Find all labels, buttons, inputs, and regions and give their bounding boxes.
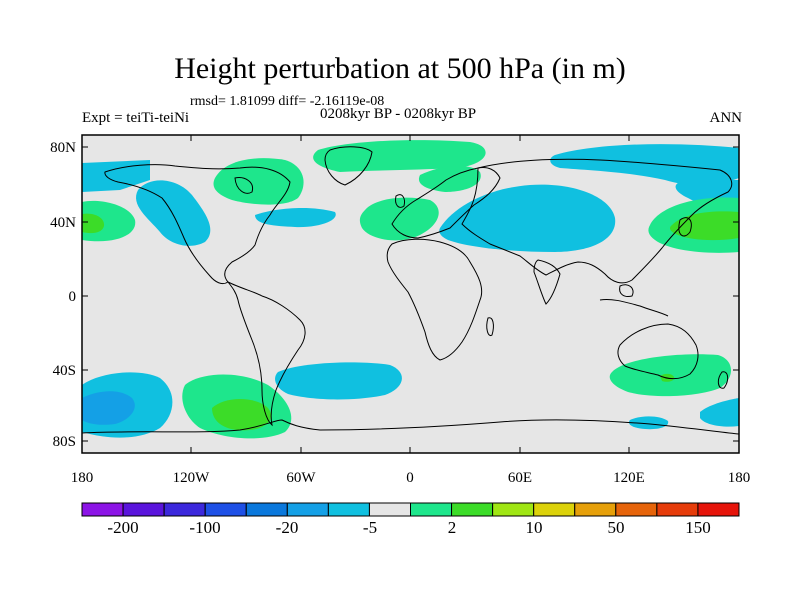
anomaly-region — [213, 158, 304, 205]
coastline-south-america — [227, 281, 306, 427]
colorbar-box — [81, 502, 124, 517]
colorbar-box — [368, 502, 412, 517]
colorbar-box — [451, 502, 494, 517]
y-axis — [82, 146, 739, 442]
x-axis — [190, 135, 630, 453]
anomaly-region — [670, 211, 739, 241]
coastline-indonesia — [599, 299, 669, 317]
coastline-india — [533, 259, 561, 305]
colorbar-box — [533, 502, 576, 517]
anomaly-region — [359, 197, 439, 241]
experiment-label: Expt = teiTi-teiNi — [82, 110, 190, 126]
colorbar-label: 2 — [448, 518, 457, 537]
coastline-australia — [617, 323, 699, 380]
colorbar-label: -5 — [363, 518, 377, 537]
colorbar-box — [697, 502, 740, 517]
colorbar — [81, 502, 740, 517]
map-background — [82, 135, 739, 453]
anomaly-region — [82, 391, 135, 425]
coastline-north-america — [104, 164, 291, 285]
anomaly-region — [628, 416, 669, 430]
anomaly-region — [82, 213, 105, 234]
coastline-europe — [391, 167, 501, 239]
anomaly-fields — [82, 140, 739, 439]
colorbar-box — [492, 502, 535, 517]
x-tick-label: 120W — [173, 470, 211, 486]
x-tick-label: 0 — [406, 470, 414, 486]
anomaly-region — [136, 180, 211, 246]
coastline-antarctica — [82, 419, 739, 435]
x-tick-label: 120E — [613, 470, 645, 486]
colorbar-box — [122, 502, 165, 517]
colorbar-box — [574, 502, 617, 517]
anomaly-region — [439, 184, 616, 252]
rmsd-diff-stats: rmsd= 1.81099 diff= -2.16119e-08 — [190, 94, 385, 109]
coastline-madagascar — [486, 317, 494, 337]
colorbar-label: 150 — [685, 518, 711, 537]
colorbar-box — [245, 502, 288, 517]
map-title: Height perturbation at 500 hPa (in m) — [174, 52, 626, 85]
anomaly-region — [212, 399, 272, 431]
colorbar-box — [327, 502, 370, 517]
colorbar-box — [286, 502, 329, 517]
colorbar-box — [410, 502, 453, 517]
anomaly-region — [550, 144, 739, 185]
colorbar-label: -20 — [276, 518, 299, 537]
colorbar-box — [204, 502, 247, 517]
coastline-japan — [678, 217, 692, 237]
colorbar-label: 50 — [608, 518, 625, 537]
y-tick-label: 80S — [53, 434, 76, 450]
colorbar-label: -100 — [189, 518, 220, 537]
anomaly-region — [700, 398, 739, 427]
x-tick-label: 180 — [728, 470, 751, 486]
colorbar-label: -200 — [107, 518, 138, 537]
colorbar-label: 10 — [526, 518, 543, 537]
period-label: 0208kyr BP - 0208kyr BP — [320, 106, 477, 122]
y-tick-label: 40S — [53, 363, 76, 379]
x-tick-label: 60E — [508, 470, 532, 486]
season-label: ANN — [709, 110, 743, 126]
anomaly-region — [275, 362, 402, 400]
y-tick-label: 0 — [69, 289, 77, 305]
colorbar-box — [163, 502, 206, 517]
coastline-new-zealand — [717, 371, 729, 389]
anomaly-region — [313, 140, 486, 172]
x-tick-label: 180 — [71, 470, 94, 486]
y-tick-label: 40N — [50, 215, 76, 231]
coastline-africa — [386, 238, 483, 361]
coastline-borneo — [619, 284, 634, 297]
coastline-hudson-bay — [234, 177, 254, 194]
colorbar-box — [656, 502, 699, 517]
coastline-asia — [461, 158, 733, 284]
colorbar-box — [615, 502, 658, 517]
anomaly-region — [255, 208, 336, 228]
coastline-british-isles — [395, 194, 405, 208]
y-tick-label: 80N — [50, 140, 76, 156]
x-tick-label: 60W — [286, 470, 316, 486]
anomaly-region — [82, 160, 150, 192]
coastline-greenland — [324, 146, 373, 186]
coastlines — [82, 146, 739, 435]
anomaly-region — [418, 165, 481, 192]
